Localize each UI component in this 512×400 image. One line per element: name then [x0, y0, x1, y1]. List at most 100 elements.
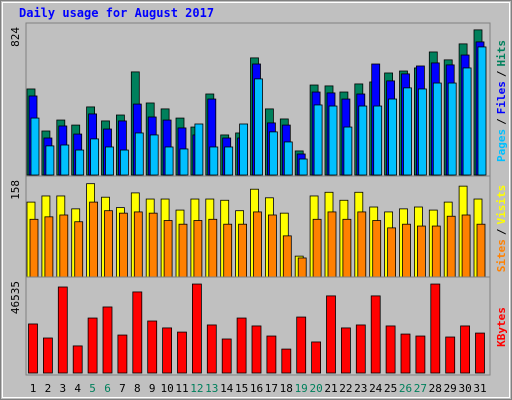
x-tick-label: 8 — [134, 382, 141, 395]
x-tick-label: 9 — [149, 382, 156, 395]
bar — [43, 337, 53, 374]
bar — [45, 145, 55, 176]
bar — [387, 227, 397, 278]
x-tick-label: 5 — [89, 382, 96, 395]
bar — [223, 223, 233, 278]
x-tick-label: 16 — [250, 382, 263, 395]
x-tick-label: 15 — [235, 382, 248, 395]
bar — [90, 138, 99, 176]
bar — [60, 144, 70, 176]
bar — [400, 333, 411, 374]
bar — [179, 148, 189, 176]
x-tick-label: 19 — [295, 382, 308, 395]
bar — [117, 334, 128, 374]
bar — [281, 348, 292, 374]
bar — [355, 324, 366, 374]
legend-entry: Files — [495, 81, 508, 114]
bar — [296, 316, 307, 374]
bar — [162, 327, 173, 374]
bar — [477, 46, 487, 176]
bar — [415, 335, 426, 374]
x-tick-label: 31 — [473, 382, 486, 395]
bar — [373, 105, 383, 176]
x-tick-label: 24 — [369, 382, 383, 395]
bar — [254, 78, 263, 176]
bar — [120, 149, 129, 176]
bar — [194, 123, 204, 176]
bar — [327, 211, 337, 278]
bar — [253, 211, 262, 278]
x-tick-label: 2 — [45, 382, 52, 395]
legend-entry: KBytes — [495, 307, 508, 347]
bar — [238, 223, 248, 278]
bar — [358, 105, 368, 176]
x-tick-label: 23 — [354, 382, 367, 395]
bar — [282, 235, 292, 278]
x-tick-label: 20 — [309, 382, 322, 395]
bar — [59, 214, 69, 278]
bar — [209, 146, 219, 176]
bar — [370, 295, 381, 374]
bar — [191, 283, 202, 374]
x-tick-label: 13 — [205, 382, 218, 395]
bar — [445, 336, 456, 374]
bar — [298, 158, 308, 176]
bar — [446, 215, 456, 278]
x-tick-label: 18 — [280, 382, 293, 395]
bar — [357, 211, 367, 278]
bar — [340, 327, 351, 374]
x-tick-label: 1 — [30, 382, 37, 395]
bar — [388, 98, 398, 176]
bar — [104, 210, 113, 278]
legend: Pages / Files / Hits — [495, 40, 508, 162]
legend-separator: / — [495, 118, 508, 125]
bar — [72, 345, 83, 374]
bar — [236, 317, 247, 374]
bar — [44, 216, 54, 278]
legend-entry: Sites — [495, 239, 508, 272]
x-tick-label: 22 — [339, 382, 352, 395]
legend-entry: Pages — [495, 129, 508, 162]
bar — [178, 223, 188, 278]
bar — [30, 117, 40, 176]
bar — [447, 82, 457, 176]
y-tick-label: 824 — [9, 27, 22, 47]
bar — [461, 214, 471, 278]
bar — [239, 123, 249, 176]
legend-entry: Visits — [495, 185, 508, 225]
x-tick-label: 26 — [399, 382, 412, 395]
bar — [342, 218, 352, 278]
bar — [134, 132, 144, 176]
bar — [268, 131, 278, 176]
legend-separator: / — [495, 70, 508, 77]
bar — [313, 104, 323, 176]
bar — [328, 105, 338, 176]
bar — [28, 323, 38, 374]
legend-entry: Hits — [495, 40, 508, 67]
bar — [147, 320, 158, 374]
x-tick-label: 30 — [458, 382, 471, 395]
x-tick-label: 3 — [59, 382, 66, 395]
x-tick-label: 17 — [265, 382, 278, 395]
bar — [193, 220, 203, 278]
bar — [402, 223, 411, 278]
bar — [57, 286, 68, 374]
bar — [164, 146, 174, 176]
x-tick-label: 27 — [414, 382, 427, 395]
bar — [89, 201, 98, 278]
bar — [475, 332, 485, 374]
x-tick-label: 14 — [220, 382, 234, 395]
bar — [312, 218, 322, 278]
bar — [460, 325, 471, 374]
bar — [267, 214, 277, 278]
x-tick-label: 28 — [429, 382, 442, 395]
bar — [430, 283, 441, 374]
bar — [29, 218, 39, 278]
bar — [372, 220, 382, 278]
bar — [224, 146, 234, 176]
bar — [221, 338, 232, 374]
bar — [417, 88, 427, 176]
x-tick-label: 6 — [104, 382, 111, 395]
